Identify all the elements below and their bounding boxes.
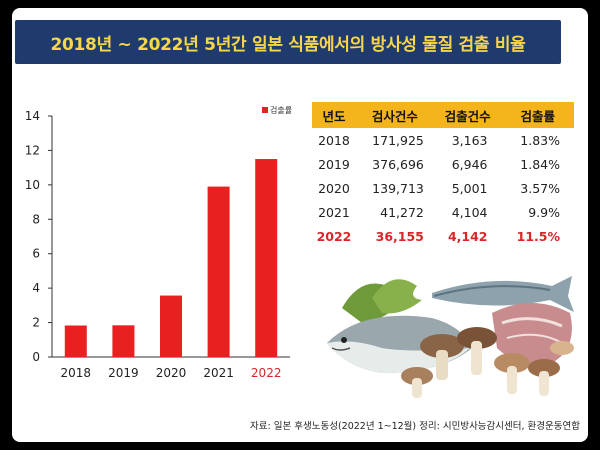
y-tick-label: 10 (25, 178, 40, 192)
header-year: 년도 (312, 102, 356, 128)
cell-inspections: 376,696 (372, 156, 424, 172)
table-row-highlight: 2022 36,155 4,142 11.5% (312, 224, 574, 248)
cell-detections: 6,946 (451, 156, 488, 172)
y-tick-label: 0 (32, 350, 40, 364)
table-row: 2019 376,696 6,946 1.84% (312, 152, 574, 176)
source-note: 자료: 일본 후생노동성(2022년 1~12월) 정리: 시민방사능감시센터,… (250, 421, 580, 432)
page-title: 2018년 ~ 2022년 5년간 일본 식품에서의 방사성 물질 검출 비율 (50, 34, 526, 55)
infographic-frame (12, 8, 588, 442)
cell-rate: 1.83% (520, 132, 560, 148)
cell-year: 2022 (316, 228, 352, 244)
bar-2022 (255, 159, 278, 357)
legend-swatch (262, 107, 268, 113)
cell-year: 2018 (318, 132, 350, 148)
header-rate: 검출률 (501, 102, 574, 128)
cell-detections: 4,142 (447, 228, 488, 244)
table-header-row: 년도 검사건수 검출건수 검출률 (312, 102, 574, 128)
x-tick-label: 2018 (61, 366, 92, 380)
cell-inspections: 171,925 (372, 132, 424, 148)
bar-2021 (207, 186, 230, 357)
y-tick-label: 8 (32, 212, 40, 226)
cell-detections: 5,001 (451, 180, 488, 196)
legend-label: 검출률 (270, 105, 292, 115)
cell-year: 2020 (318, 180, 350, 196)
table-row: 2021 41,272 4,104 9.9% (312, 200, 574, 224)
cell-inspections: 139,713 (372, 180, 424, 196)
y-tick-label: 2 (32, 316, 40, 330)
x-tick-label: 2020 (156, 366, 187, 380)
header-detections: 검출건수 (433, 102, 502, 128)
stats-table: 년도 검사건수 검출건수 검출률 2018 171,925 3,163 1.83… (312, 102, 574, 248)
x-tick-label: 2019 (108, 366, 139, 380)
cell-rate: 3.57% (520, 180, 560, 196)
x-tick-label: 2021 (203, 366, 234, 380)
cell-rate: 9.9% (528, 204, 560, 220)
bar-2018 (64, 325, 87, 357)
bar-2020 (160, 295, 182, 357)
cell-year: 2021 (318, 204, 350, 220)
x-tick-label: 2022 (251, 366, 282, 380)
y-tick-label: 14 (25, 109, 40, 123)
cell-rate: 11.5% (516, 228, 560, 244)
y-tick-label: 12 (25, 143, 40, 157)
header-inspections: 검사건수 (355, 102, 434, 128)
y-tick-label: 6 (32, 247, 40, 261)
cell-year: 2019 (318, 156, 350, 172)
cell-inspections: 36,155 (375, 228, 424, 244)
table-row: 2018 171,925 3,163 1.83% (312, 128, 574, 152)
bar-2019 (112, 325, 135, 357)
table-row: 2020 139,713 5,001 3.57% (312, 176, 574, 200)
y-tick-label: 4 (32, 281, 40, 295)
cell-detections: 3,163 (451, 132, 488, 148)
cell-inspections: 41,272 (380, 204, 424, 220)
cell-rate: 1.84% (520, 156, 560, 172)
cell-detections: 4,104 (451, 204, 488, 220)
title-bar: 2018년 ~ 2022년 5년간 일본 식품에서의 방사성 물질 검출 비율 (15, 20, 561, 64)
seafood-mushrooms-meat-illustration (327, 276, 574, 398)
